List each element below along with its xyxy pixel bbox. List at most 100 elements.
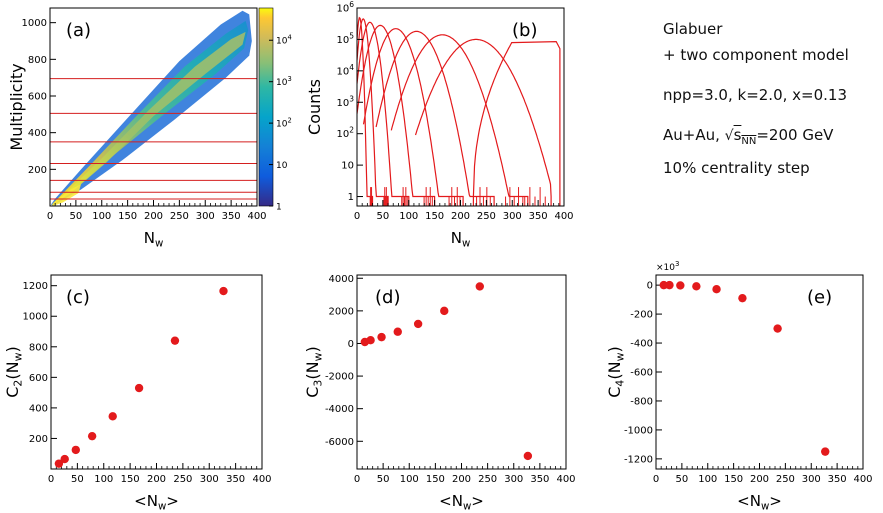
y-tick-label-800: 800 <box>29 342 48 353</box>
x-tick-label-350: 350 <box>222 211 241 222</box>
x-tick-label-250: 250 <box>170 211 189 222</box>
data-point <box>377 332 386 342</box>
colorbar-tick-label: 10 <box>276 161 288 171</box>
x-tick-label-300: 300 <box>196 211 215 222</box>
x-tick-label-200: 200 <box>147 474 166 485</box>
x-tick-label-150: 150 <box>121 474 140 485</box>
x-tick-label-0: 0 <box>47 211 53 222</box>
x-tick-label-200: 200 <box>452 474 471 485</box>
panel-d: 0 50 100 150 200 250 300 350 400 -6000 -4000 -2000 0… <box>303 274 576 513</box>
data-point <box>219 286 228 296</box>
x-tick-label-400: 400 <box>247 211 266 222</box>
data-point <box>60 454 69 464</box>
histogram-bin3 <box>357 21 410 206</box>
x-tick-label-50: 50 <box>71 474 84 485</box>
data-point <box>71 445 80 455</box>
panel-e-ylabel: C4(Nw) <box>605 346 627 397</box>
colorbar-tick-label: 104 <box>276 34 292 47</box>
x-tick-label-100: 100 <box>399 211 418 222</box>
panel-a-label: (a) <box>66 20 91 41</box>
y-tick-label: 105 <box>336 31 354 46</box>
data-point <box>134 383 144 393</box>
y-tick-label-400: 400 <box>29 403 48 414</box>
y-tick-label-200: 200 <box>28 165 47 176</box>
data-point <box>87 431 97 441</box>
x-tick-label-200: 200 <box>144 211 163 222</box>
x-tick-label-150: 150 <box>426 474 445 485</box>
y-tick-label: 106 <box>336 0 354 15</box>
histogram-bin5 <box>362 28 464 206</box>
x-tick-label-350: 350 <box>828 474 847 485</box>
y-tick-label--1000: -1000 <box>624 425 653 436</box>
histogram-bin9 <box>472 40 561 206</box>
y-tick-label: 10 <box>341 161 354 172</box>
x-tick-label-100: 100 <box>400 474 419 485</box>
panel-c: 0 50 100 150 200 250 300 350 400 200 400 600 800 1000… <box>3 274 272 512</box>
y-tick-label: 103 <box>336 94 354 109</box>
panel-b-xlabel: Nw <box>451 229 471 249</box>
x-tick-label-350: 350 <box>530 474 549 485</box>
data-point <box>523 451 533 461</box>
data-point <box>366 336 375 345</box>
y-tick-label-400: 400 <box>28 128 47 139</box>
histogram-bin7 <box>390 34 529 206</box>
panel-b: 0 50 100 150 200 250 300 350 400 1 10 102 103 104 105 1… <box>305 0 574 249</box>
data-point <box>773 324 782 333</box>
data-point <box>440 306 449 316</box>
info-system: Au+Au, √sNN=200 GeV <box>663 126 834 147</box>
histogram-bin6 <box>375 30 495 206</box>
colorbar-tick-label: 103 <box>276 75 292 88</box>
panel-c-label: (c) <box>66 287 90 308</box>
y-tick-label-1200: 1200 <box>23 281 48 292</box>
panel-e: 0 50 100 150 200 250 300 350 400 -1200 -1000 -800 -6… <box>605 260 873 512</box>
histogram-bin1 <box>357 16 374 206</box>
info-model: + two component model <box>663 46 849 64</box>
info-centrality: 10% centrality step <box>663 159 810 177</box>
panel-d-xlabel: <Nw> <box>439 492 484 512</box>
panel-b-ylabel: Counts <box>305 79 324 135</box>
model-info: Glabuer + two component model npp=3.0, k… <box>663 16 849 181</box>
y-tick-label--600: -600 <box>630 368 653 379</box>
x-tick-label-300: 300 <box>802 474 821 485</box>
y-tick-label-600: 600 <box>28 92 47 103</box>
x-tick-label-0: 0 <box>354 474 360 485</box>
heatmap-core-band <box>53 31 246 204</box>
y-tick-label: 102 <box>336 126 354 141</box>
data-point <box>475 282 484 291</box>
panel-e-xlabel: <Nw> <box>737 492 782 512</box>
panel-a: 0 50 100 150 200 250 300 350 400 200 400 600 800 1000… <box>7 7 292 249</box>
x-tick-label-100: 100 <box>698 474 717 485</box>
y-tick-label: 1 <box>348 192 354 203</box>
panel-a-xlabel: Nw <box>144 229 164 249</box>
y-tick-label-600: 600 <box>29 373 48 384</box>
panel-a-ylabel: Multiplicity <box>7 63 26 150</box>
x-tick-label-350: 350 <box>226 474 245 485</box>
data-point <box>821 447 830 456</box>
x-tick-label-250: 250 <box>173 474 192 485</box>
data-point <box>170 336 180 345</box>
y-tick-label--1200: -1200 <box>624 454 653 465</box>
y-tick-label--200: -200 <box>630 310 653 321</box>
heatmap-area <box>51 10 252 206</box>
y-tick-label--800: -800 <box>630 396 653 407</box>
x-tick-label-100: 100 <box>92 211 111 222</box>
y-tick-label-1000: 1000 <box>23 312 48 323</box>
x-tick-label-50: 50 <box>377 211 390 222</box>
y-tick-label-2000: 2000 <box>329 306 354 317</box>
y-tick-label--4000: -4000 <box>325 404 354 415</box>
x-tick-label-300: 300 <box>504 474 523 485</box>
panel-e-label: (e) <box>807 287 832 308</box>
data-point <box>738 293 747 303</box>
data-point <box>54 459 64 468</box>
data-point <box>413 319 423 329</box>
info-title: Glabuer <box>663 20 723 38</box>
y-tick-label--400: -400 <box>630 339 653 350</box>
x-tick-label-150: 150 <box>724 474 743 485</box>
panel-d-ylabel: C3(Nw) <box>303 346 325 397</box>
x-tick-label-150: 150 <box>425 211 444 222</box>
y-tick-label--2000: -2000 <box>325 372 354 383</box>
data-point <box>108 412 117 421</box>
y-tick-label-4000: 4000 <box>329 274 354 285</box>
x-tick-label-100: 100 <box>94 474 113 485</box>
x-tick-label-250: 250 <box>477 211 496 222</box>
